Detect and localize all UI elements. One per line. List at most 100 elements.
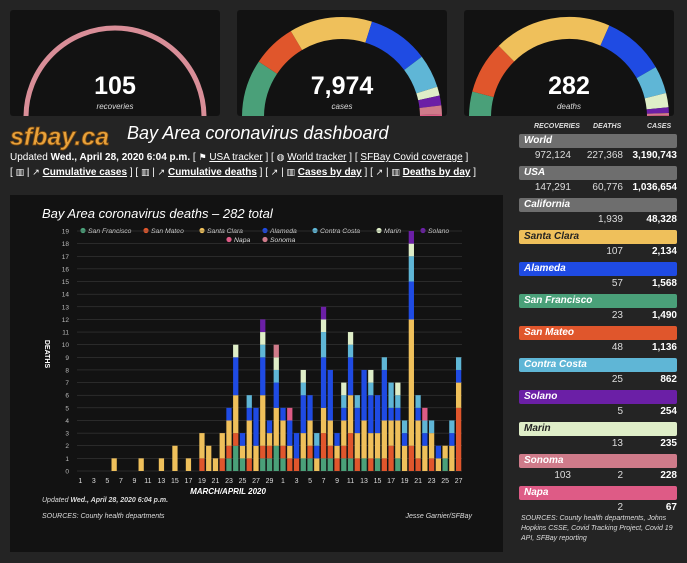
cases-gauge: 7,974 cases <box>237 10 447 116</box>
table-sources: SOURCES: County health departments, John… <box>521 515 673 542</box>
bar-segment <box>428 433 435 459</box>
bar-segment <box>266 420 273 434</box>
chart-updated-prefix: Updated <box>42 497 70 504</box>
bar-segment <box>368 395 374 434</box>
bar-segment <box>388 445 394 471</box>
legend-swatch <box>80 227 86 234</box>
sfbay-coverage-link[interactable]: SFBay Covid coverage <box>360 152 463 163</box>
bar-segment <box>354 433 360 459</box>
x-tick-label: 19 <box>401 478 409 485</box>
world-tracker-link[interactable]: World tracker <box>287 152 347 163</box>
chart-icon: ↗ <box>32 167 40 177</box>
bar-segment <box>408 256 414 282</box>
bar-segment <box>253 445 259 471</box>
bar-segment <box>395 382 401 396</box>
bar-segment <box>300 369 306 383</box>
bar-segment <box>266 433 273 446</box>
location-stats: 25 862 <box>519 372 677 388</box>
cumulative-deaths-link[interactable]: Cumulative deaths <box>167 167 257 178</box>
bar-segment <box>233 445 239 471</box>
bar-segment <box>287 458 293 471</box>
sfbay-logo[interactable]: sfbay.ca <box>10 122 120 152</box>
bar-segment <box>260 395 266 446</box>
cases-value: 7,974 <box>310 72 374 100</box>
cumulative-cases-link[interactable]: Cumulative cases <box>42 167 128 178</box>
stat-cases: 67 <box>665 502 677 513</box>
stat-cases: 1,036,654 <box>632 182 678 193</box>
bar-segment <box>408 319 414 446</box>
stat-cases: 2,134 <box>651 246 677 257</box>
location-name: Sonoma <box>524 455 564 466</box>
bar-segment <box>327 458 333 471</box>
y-tick-label: 4 <box>65 418 69 425</box>
x-tick-label: 13 <box>360 478 368 485</box>
x-tick-label: 17 <box>185 478 193 485</box>
cases-by-day-link[interactable]: Cases by day <box>297 167 362 178</box>
bar-segment <box>300 433 306 459</box>
chart-icon: ↗ <box>375 167 384 177</box>
bar-segment <box>415 458 421 471</box>
bar-segment <box>307 458 313 471</box>
update-line: Updated Wed., April 28, 2020 6:04 p.m. [… <box>10 152 469 163</box>
bar-segment <box>435 445 441 459</box>
bar-segment <box>111 458 117 471</box>
bar-segment <box>172 445 178 471</box>
gauge-segment <box>419 105 442 116</box>
bar-segment <box>395 395 401 408</box>
header-deaths: DEATHS <box>593 123 622 130</box>
bar-segment <box>314 433 320 446</box>
bar-segment <box>287 445 293 459</box>
x-tick-label: 21 <box>414 478 422 485</box>
x-tick-label: 3 <box>295 478 299 485</box>
bar-segment <box>354 407 360 434</box>
location-bar: USA <box>519 166 677 180</box>
usa-tracker-link[interactable]: USA tracker <box>209 152 263 163</box>
bar-segment <box>408 445 414 471</box>
x-tick-label: 25 <box>441 478 449 485</box>
location-stats: 23 1,490 <box>519 308 677 324</box>
location-bar: Napa <box>519 486 677 500</box>
stat-cases: 235 <box>660 438 677 449</box>
bar-segment <box>415 395 421 408</box>
bar-segment <box>226 445 232 459</box>
location-stats: 57 1,568 <box>519 276 677 292</box>
bar-segment <box>347 433 354 459</box>
bar-segment <box>442 458 448 471</box>
x-tick-label: 23 <box>225 478 233 485</box>
location-name: Napa <box>524 487 549 498</box>
chart-updated-note: Updated Wed., April 28, 2020 6:04 p.m. <box>42 497 168 504</box>
bar-segment <box>260 445 266 459</box>
legend-swatch <box>376 227 382 234</box>
y-tick-label: 6 <box>65 393 69 400</box>
deaths-gauge-arc <box>469 17 669 116</box>
stat-deaths: 13 <box>611 438 623 449</box>
gauge-segment <box>416 86 440 101</box>
location-name: Alameda <box>524 263 566 274</box>
location-bar: Marin <box>519 422 677 436</box>
bar-segment <box>199 458 205 471</box>
bar-segment <box>347 458 354 471</box>
bar-segment <box>307 395 313 421</box>
y-tick-label: 18 <box>62 241 70 248</box>
bar-segment <box>300 395 306 434</box>
stat-cases: 48,328 <box>646 214 677 225</box>
bar-segment <box>320 306 327 320</box>
location-bar: Sonoma <box>519 454 677 468</box>
y-tick-label: 13 <box>62 304 70 311</box>
stat-recoveries: 103 <box>554 470 571 481</box>
bar-segment <box>422 407 428 421</box>
location-name: Santa Clara <box>524 231 580 242</box>
header-cases: CASES <box>647 123 672 130</box>
bar-segment <box>239 445 246 459</box>
bar-segment <box>320 332 327 358</box>
stat-deaths: 57 <box>611 278 623 289</box>
deaths-by-day-link[interactable]: Deaths by day <box>402 167 471 178</box>
legend-label: Napa <box>234 237 250 244</box>
legend-label: Solano <box>428 228 449 235</box>
bar-segment <box>401 445 408 471</box>
stat-cases: 1,490 <box>651 310 677 321</box>
location-stats: 2 67 <box>519 500 677 516</box>
y-tick-label: 2 <box>65 443 69 450</box>
stat-cases: 1,568 <box>651 278 677 289</box>
bar-segment <box>320 319 327 333</box>
